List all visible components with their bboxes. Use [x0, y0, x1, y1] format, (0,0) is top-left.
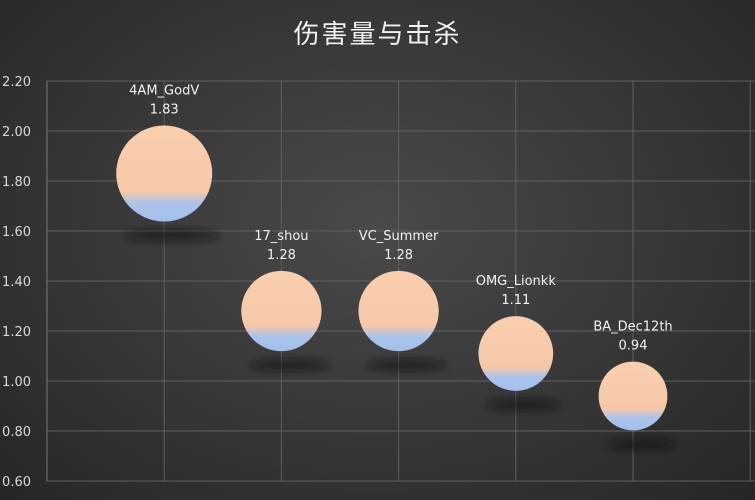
bubble-value-label: 0.94 [619, 339, 648, 354]
chart-title: 伤害量与击杀 [293, 20, 462, 50]
y-tick-label: 2.00 [2, 125, 31, 140]
y-tick-label: 0.60 [2, 475, 31, 490]
bubble-name-label: VC_Summer [359, 229, 439, 244]
y-tick-label: 2.20 [2, 75, 31, 90]
y-tick-label: 1.40 [2, 275, 31, 290]
bubble-point [598, 361, 668, 431]
y-tick-label: 0.80 [2, 425, 31, 440]
bubble-point [116, 125, 213, 222]
bubble-name-label: BA_Dec12th [593, 320, 672, 335]
bubble-name-label: 17_shou [254, 229, 308, 244]
bubble-value-label: 1.83 [150, 103, 179, 118]
bubble-shadow [366, 359, 447, 372]
bubble-point [478, 316, 554, 391]
y-tick-label: 1.80 [2, 175, 31, 190]
bubble-name-label: 4AM_GodV [129, 84, 199, 99]
bubble-shadow [486, 398, 562, 411]
bubble-value-label: 1.28 [384, 248, 413, 263]
bubble-shadow [249, 359, 330, 372]
bubble-point [241, 270, 322, 352]
bubble-shadow [606, 438, 676, 451]
y-tick-label: 1.60 [2, 225, 31, 240]
bubble-value-label: 1.11 [501, 293, 530, 308]
bubble-shadow [124, 229, 221, 242]
bubble-name-label: OMG_Lionkk [476, 274, 557, 289]
y-tick-label: 1.00 [2, 375, 31, 390]
bubble-value-label: 1.28 [267, 248, 296, 263]
bubble-point [358, 270, 439, 352]
y-tick-label: 1.20 [2, 325, 31, 340]
